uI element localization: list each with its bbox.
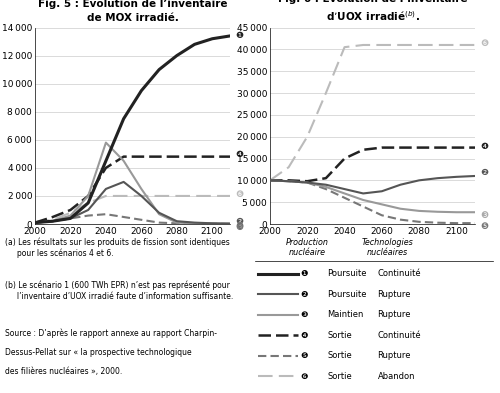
Text: des filières nucléaires », 2000.: des filières nucléaires », 2000. bbox=[5, 367, 122, 376]
Text: Sortie: Sortie bbox=[328, 371, 352, 380]
Text: Rupture: Rupture bbox=[378, 290, 411, 299]
Text: ❷: ❷ bbox=[480, 169, 488, 177]
Text: Maintien: Maintien bbox=[328, 310, 364, 319]
Text: ❶: ❶ bbox=[236, 31, 244, 40]
Text: ❹: ❹ bbox=[236, 150, 244, 159]
Text: Poursuite: Poursuite bbox=[328, 290, 367, 299]
Text: ❶: ❶ bbox=[300, 269, 308, 278]
Text: ❺: ❺ bbox=[480, 222, 488, 231]
Text: ❷: ❷ bbox=[236, 217, 244, 226]
Text: Poursuite: Poursuite bbox=[328, 269, 367, 278]
Text: Production
nucléaire: Production nucléaire bbox=[286, 238, 329, 257]
Text: Technologies
nucléaires: Technologies nucléaires bbox=[362, 238, 414, 257]
Text: ❻: ❻ bbox=[300, 371, 308, 380]
Text: Sortie: Sortie bbox=[328, 331, 352, 340]
Text: ❻: ❻ bbox=[480, 39, 488, 48]
Text: (a) Les résultats sur les produits de fission sont identiques
     pour les scén: (a) Les résultats sur les produits de fi… bbox=[5, 238, 230, 258]
Text: ❹: ❹ bbox=[300, 331, 308, 340]
Text: Sortie: Sortie bbox=[328, 351, 352, 360]
Text: Continuité: Continuité bbox=[378, 269, 421, 278]
Text: ❻: ❻ bbox=[236, 190, 244, 199]
Text: Source : D’après le rapport annexe au rapport Charpin-: Source : D’après le rapport annexe au ra… bbox=[5, 328, 217, 338]
Text: ❸: ❸ bbox=[236, 222, 244, 231]
Text: ❺: ❺ bbox=[300, 351, 308, 360]
Text: Rupture: Rupture bbox=[378, 310, 411, 319]
Text: ❹: ❹ bbox=[480, 142, 488, 151]
Text: (b) Le scénario 1 (600 TWh EPR) n’est pas représenté pour
     l’inventaire d’UO: (b) Le scénario 1 (600 TWh EPR) n’est pa… bbox=[5, 281, 233, 301]
Text: ❸: ❸ bbox=[480, 211, 488, 220]
Text: ❸: ❸ bbox=[300, 310, 308, 319]
Text: Abandon: Abandon bbox=[378, 371, 415, 380]
Text: ❷: ❷ bbox=[300, 290, 308, 299]
Text: Rupture: Rupture bbox=[378, 351, 411, 360]
Text: Dessus-Pellat sur « la prospective technologique: Dessus-Pellat sur « la prospective techn… bbox=[5, 348, 192, 357]
Title: Fig. 6 : Évolution de l’inventaire
d’UOX irradié$^{(b)}$.: Fig. 6 : Évolution de l’inventaire d’UOX… bbox=[278, 0, 467, 22]
Title: Fig. 5 : Évolution de l’inventaire
de MOX irradié.: Fig. 5 : Évolution de l’inventaire de MO… bbox=[38, 0, 227, 22]
Text: Continuité: Continuité bbox=[378, 331, 421, 340]
Text: ❺: ❺ bbox=[236, 223, 244, 232]
